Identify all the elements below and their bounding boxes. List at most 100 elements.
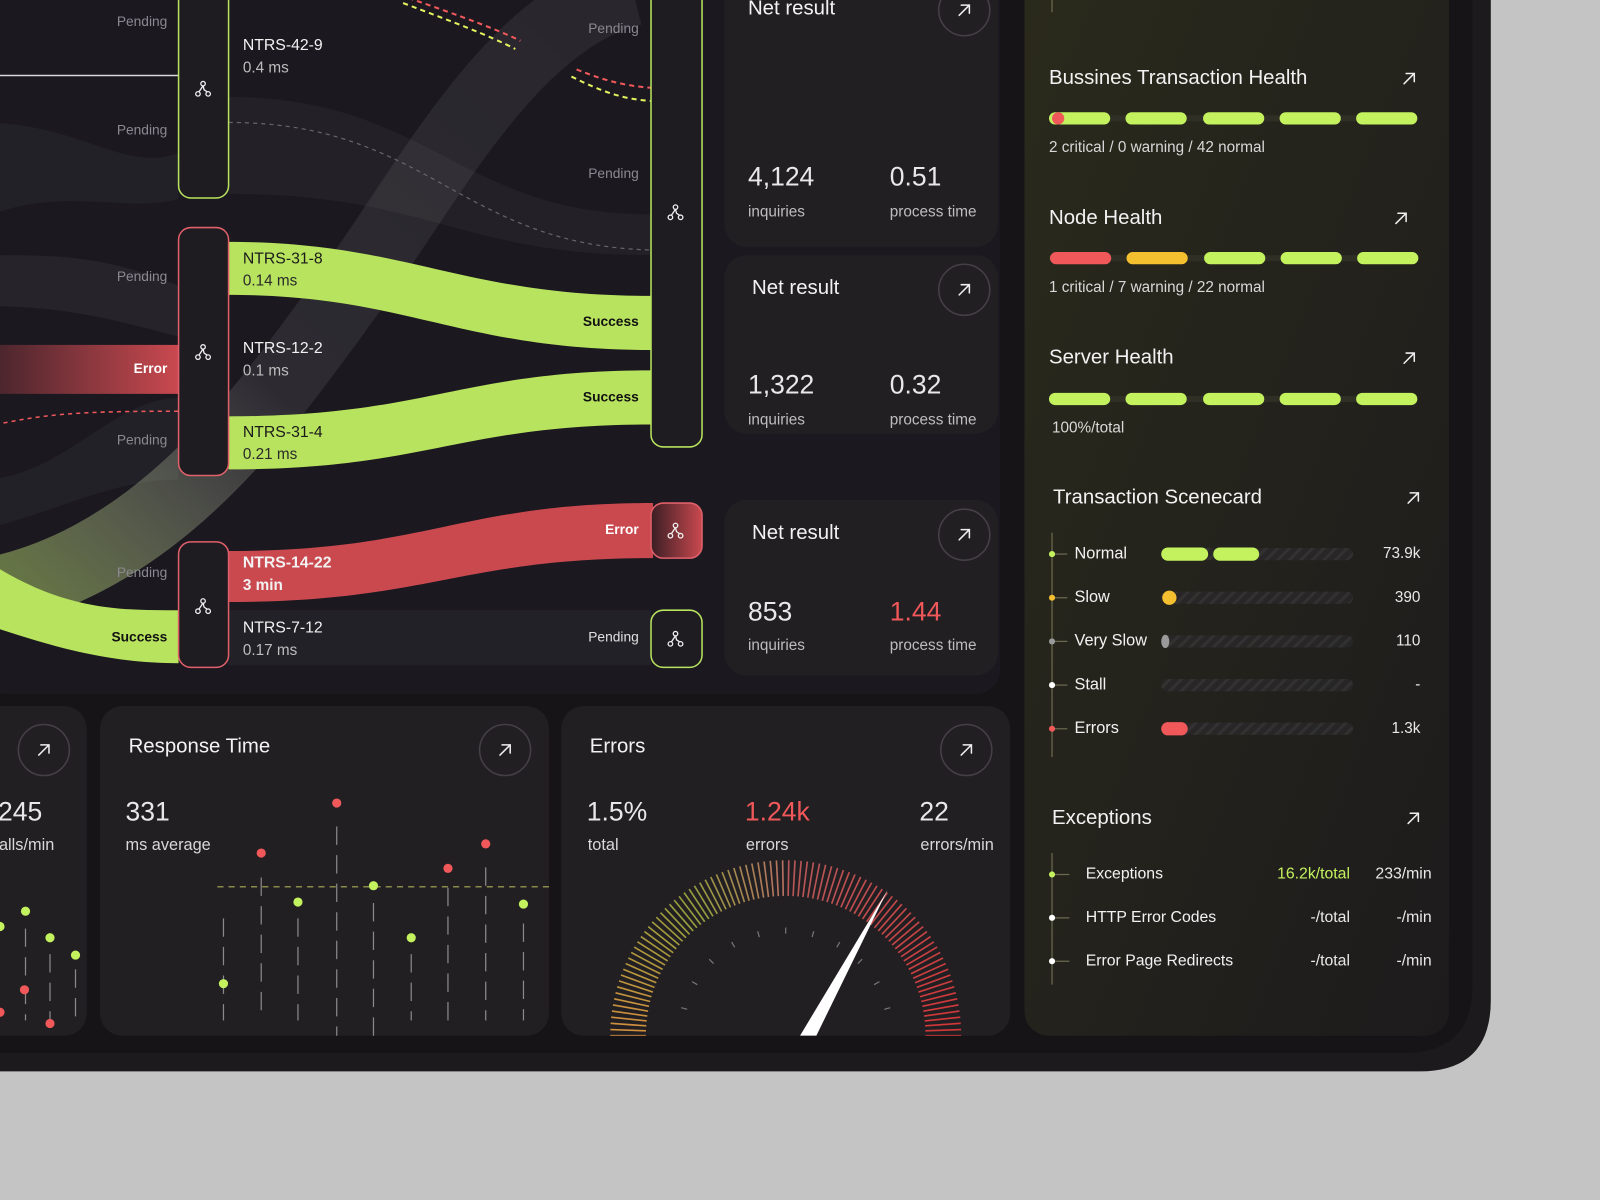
row-rate: -/min xyxy=(1397,909,1432,926)
gauge-tick xyxy=(651,921,680,946)
gauge-tick xyxy=(900,935,932,958)
gauge-tick xyxy=(881,907,908,935)
open-button[interactable] xyxy=(940,723,993,777)
status-dot xyxy=(1048,638,1056,645)
icon-line xyxy=(670,527,680,535)
bar-track xyxy=(1161,635,1354,648)
section-title: Bussines Transaction Health xyxy=(1073,0,1267,4)
gauge-tick xyxy=(840,874,856,908)
health-bar xyxy=(1279,112,1341,125)
error-gauge xyxy=(610,860,962,1036)
button-ring xyxy=(938,263,991,317)
gauge-minor-tick xyxy=(857,958,863,964)
gauge-tick xyxy=(918,980,953,993)
icon-dot xyxy=(677,214,684,221)
health-dot xyxy=(1052,112,1065,125)
gauge-tick xyxy=(857,885,878,917)
row-value: 390 xyxy=(1395,589,1421,606)
gauge-tick xyxy=(611,1016,647,1022)
process-time-label: process time xyxy=(890,411,977,428)
open-button[interactable] xyxy=(1403,72,1416,85)
status-label: Pending xyxy=(588,629,639,644)
health-bar xyxy=(1125,392,1187,406)
node-icon xyxy=(195,344,212,361)
open-button[interactable] xyxy=(938,0,991,37)
open-button[interactable] xyxy=(478,723,532,777)
bar-track xyxy=(1161,591,1354,604)
response-value: 331 xyxy=(126,796,170,826)
row-total: 16.2k/total xyxy=(1277,866,1350,883)
error-stream xyxy=(228,503,654,603)
gauge-tick xyxy=(912,962,947,979)
response-points xyxy=(0,798,529,1029)
gauge-tick xyxy=(821,866,833,901)
health-bar xyxy=(1279,392,1341,406)
row-rate: -/min xyxy=(1397,952,1432,969)
node-icon xyxy=(195,80,212,97)
gauge-tick xyxy=(699,882,718,915)
gauge-tick xyxy=(610,1022,647,1027)
arrow-icon xyxy=(958,528,971,541)
gauge-tick xyxy=(797,860,802,897)
icon-dot xyxy=(667,640,674,647)
gauge-minor-tick xyxy=(731,941,736,948)
open-button[interactable] xyxy=(938,263,991,317)
gauge-tick xyxy=(618,980,654,993)
net-result-card xyxy=(724,0,998,247)
button-ring xyxy=(938,0,991,37)
gauge-tick xyxy=(919,986,955,998)
status-dot xyxy=(1048,682,1056,689)
open-button[interactable] xyxy=(1407,812,1420,825)
icon-line xyxy=(670,208,680,216)
health-bar xyxy=(1203,392,1265,406)
gauge-tick xyxy=(727,869,741,904)
health-summary: 1 critical / 7 warning / 22 normal xyxy=(1049,279,1265,296)
status-label: Pending xyxy=(117,122,168,137)
connector xyxy=(576,68,652,89)
gauge-tick xyxy=(869,895,893,926)
gauge-tick xyxy=(835,871,851,906)
open-button[interactable] xyxy=(1407,492,1420,504)
node-time: 0.4 ms xyxy=(243,59,289,76)
health-summary: 2 critical / 0 warning / 42 normal xyxy=(1049,139,1265,156)
row-value: 1.3k xyxy=(1391,720,1420,737)
arrow-icon xyxy=(1407,812,1420,825)
gauge-tick xyxy=(710,876,727,910)
node-group[interactable] xyxy=(650,0,703,448)
health-bar xyxy=(1203,112,1265,125)
icon-line xyxy=(198,602,208,610)
gauge-tick xyxy=(853,882,873,915)
node-id: NTRS-14-22 xyxy=(243,554,332,571)
node-group[interactable] xyxy=(177,0,230,199)
gauge-tick xyxy=(655,916,684,942)
gauge-tick xyxy=(751,863,760,899)
node-icon xyxy=(667,522,684,539)
node-time: 3 min xyxy=(243,577,283,594)
gauge-tick xyxy=(787,860,790,896)
open-button[interactable] xyxy=(1403,352,1416,365)
gauge-tick xyxy=(802,861,809,898)
node-time: 0.14 ms xyxy=(243,273,298,290)
open-button[interactable] xyxy=(1395,212,1407,225)
inquiries-value: 853 xyxy=(748,596,792,626)
gauge-tick xyxy=(693,885,714,917)
health-bar xyxy=(1280,252,1342,265)
process-time-value: 1.44 xyxy=(890,596,942,626)
gauge-tick xyxy=(704,879,723,912)
gauge-tick xyxy=(873,899,898,929)
open-button[interactable] xyxy=(938,508,991,561)
status-label: Success xyxy=(583,390,639,405)
arrow-icon xyxy=(960,744,973,756)
arrow-icon xyxy=(1395,212,1407,225)
gauge-tick xyxy=(664,907,691,935)
card-title: Net result xyxy=(752,522,840,544)
gauge-tick xyxy=(884,912,912,939)
gauge-tick xyxy=(910,957,944,975)
bar-fill xyxy=(1161,722,1188,736)
icon-line xyxy=(670,635,680,643)
gauge-tick xyxy=(849,879,867,912)
gauge-tick xyxy=(921,991,957,1003)
open-button[interactable] xyxy=(17,723,71,777)
error-stat-value: 1.24k xyxy=(745,796,811,826)
